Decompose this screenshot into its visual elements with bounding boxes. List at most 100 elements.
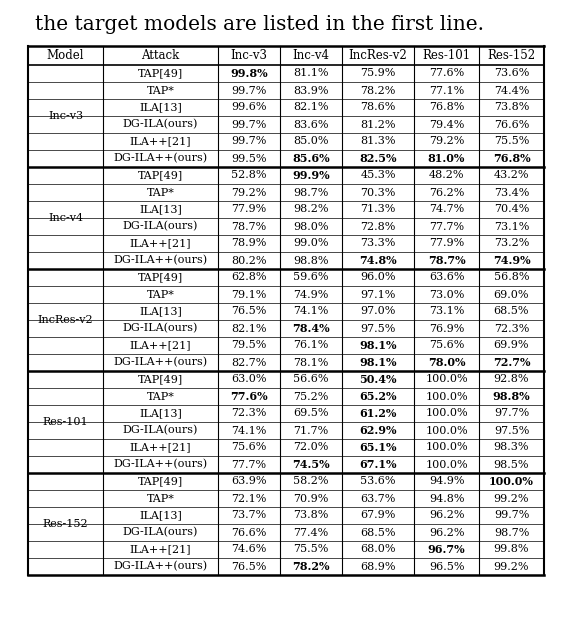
Text: 97.5%: 97.5% [360, 323, 396, 334]
Text: 65.2%: 65.2% [359, 391, 397, 402]
Text: 69.5%: 69.5% [293, 408, 329, 418]
Text: 73.4%: 73.4% [494, 187, 529, 198]
Text: 76.8%: 76.8% [493, 153, 530, 164]
Text: 98.3%: 98.3% [493, 442, 529, 452]
Text: 96.5%: 96.5% [429, 562, 464, 572]
Text: 73.1%: 73.1% [429, 307, 464, 316]
Text: 77.7%: 77.7% [429, 221, 464, 232]
Text: 68.5%: 68.5% [493, 307, 529, 316]
Text: 77.6%: 77.6% [230, 391, 268, 402]
Text: 73.7%: 73.7% [231, 510, 267, 520]
Text: 77.9%: 77.9% [231, 205, 267, 214]
Text: 63.9%: 63.9% [231, 476, 267, 486]
Text: IncRes-v2: IncRes-v2 [349, 49, 408, 62]
Text: 100.0%: 100.0% [425, 442, 468, 452]
Text: 82.1%: 82.1% [231, 323, 267, 334]
Text: 99.8%: 99.8% [230, 68, 268, 79]
Text: 76.6%: 76.6% [494, 119, 529, 130]
Text: TAP*: TAP* [147, 494, 175, 504]
Text: 100.0%: 100.0% [425, 408, 468, 418]
Text: DG-ILA++(ours): DG-ILA++(ours) [113, 357, 207, 368]
Text: 94.8%: 94.8% [429, 494, 464, 504]
Text: Res-101: Res-101 [422, 49, 471, 62]
Text: 72.1%: 72.1% [231, 494, 267, 504]
Text: 75.6%: 75.6% [429, 341, 464, 350]
Text: TAP[49]: TAP[49] [138, 273, 183, 282]
Text: 76.5%: 76.5% [231, 562, 267, 572]
Text: 99.5%: 99.5% [231, 153, 267, 164]
Text: 73.1%: 73.1% [494, 221, 529, 232]
Text: 83.9%: 83.9% [293, 85, 329, 96]
Text: 74.6%: 74.6% [231, 544, 267, 554]
Text: 58.2%: 58.2% [293, 476, 329, 486]
Text: ILA[13]: ILA[13] [139, 103, 182, 112]
Text: 75.6%: 75.6% [231, 442, 267, 452]
Text: 77.4%: 77.4% [293, 528, 329, 538]
Text: DG-ILA++(ours): DG-ILA++(ours) [113, 153, 207, 164]
Text: 78.1%: 78.1% [293, 357, 329, 368]
Text: TAP[49]: TAP[49] [138, 375, 183, 384]
Text: ILA++[21]: ILA++[21] [130, 341, 192, 350]
Text: 74.1%: 74.1% [293, 307, 329, 316]
Text: 78.2%: 78.2% [292, 561, 330, 572]
Text: 74.9%: 74.9% [293, 289, 329, 300]
Text: 73.0%: 73.0% [429, 289, 464, 300]
Text: 99.7%: 99.7% [231, 137, 267, 146]
Text: 79.5%: 79.5% [231, 341, 267, 350]
Text: 76.5%: 76.5% [231, 307, 267, 316]
Text: 92.8%: 92.8% [493, 375, 529, 384]
Text: ILA[13]: ILA[13] [139, 510, 182, 520]
Text: 74.8%: 74.8% [359, 255, 397, 266]
Text: 83.6%: 83.6% [293, 119, 329, 130]
Text: 98.5%: 98.5% [493, 460, 529, 470]
Text: 75.5%: 75.5% [293, 544, 329, 554]
Text: Res-152: Res-152 [488, 49, 536, 62]
Text: DG-ILA(ours): DG-ILA(ours) [123, 425, 198, 436]
Text: 77.7%: 77.7% [231, 460, 266, 470]
Text: 99.0%: 99.0% [293, 239, 329, 248]
Text: 98.1%: 98.1% [359, 357, 397, 368]
Text: 96.0%: 96.0% [360, 273, 396, 282]
Text: 70.4%: 70.4% [494, 205, 529, 214]
Text: 99.2%: 99.2% [493, 494, 529, 504]
Text: 56.6%: 56.6% [293, 375, 329, 384]
Text: 100.0%: 100.0% [425, 426, 468, 436]
Text: TAP[49]: TAP[49] [138, 69, 183, 78]
Text: 79.1%: 79.1% [231, 289, 267, 300]
Text: 82.5%: 82.5% [359, 153, 397, 164]
Text: 100.0%: 100.0% [489, 476, 534, 487]
Text: 96.2%: 96.2% [429, 528, 464, 538]
Text: 76.6%: 76.6% [231, 528, 267, 538]
Text: 75.5%: 75.5% [494, 137, 529, 146]
Text: 99.7%: 99.7% [231, 85, 267, 96]
Text: 67.9%: 67.9% [360, 510, 396, 520]
Text: 56.8%: 56.8% [493, 273, 529, 282]
Text: 97.5%: 97.5% [494, 426, 529, 436]
Text: 78.0%: 78.0% [427, 357, 465, 368]
Text: 99.7%: 99.7% [231, 119, 267, 130]
Text: 72.0%: 72.0% [293, 442, 329, 452]
Text: 100.0%: 100.0% [425, 391, 468, 402]
Text: 61.2%: 61.2% [359, 408, 397, 419]
Text: Res-152: Res-152 [43, 519, 88, 529]
Text: 71.7%: 71.7% [293, 426, 329, 436]
Text: 96.2%: 96.2% [429, 510, 464, 520]
Text: 77.6%: 77.6% [429, 69, 464, 78]
Text: 74.1%: 74.1% [231, 426, 267, 436]
Text: 97.7%: 97.7% [494, 408, 529, 418]
Text: 99.8%: 99.8% [493, 544, 529, 554]
Text: ILA[13]: ILA[13] [139, 307, 182, 316]
Text: DG-ILA(ours): DG-ILA(ours) [123, 221, 198, 232]
Text: 52.8%: 52.8% [231, 171, 267, 180]
Text: TAP*: TAP* [147, 391, 175, 402]
Text: 98.2%: 98.2% [293, 205, 329, 214]
Text: 100.0%: 100.0% [425, 375, 468, 384]
Text: Attack: Attack [141, 49, 180, 62]
Text: 82.7%: 82.7% [231, 357, 267, 368]
Text: 70.3%: 70.3% [360, 187, 396, 198]
Text: 43.2%: 43.2% [493, 171, 529, 180]
Text: 53.6%: 53.6% [360, 476, 396, 486]
Text: 70.9%: 70.9% [293, 494, 329, 504]
Text: 68.5%: 68.5% [360, 528, 396, 538]
Text: 99.6%: 99.6% [231, 103, 267, 112]
